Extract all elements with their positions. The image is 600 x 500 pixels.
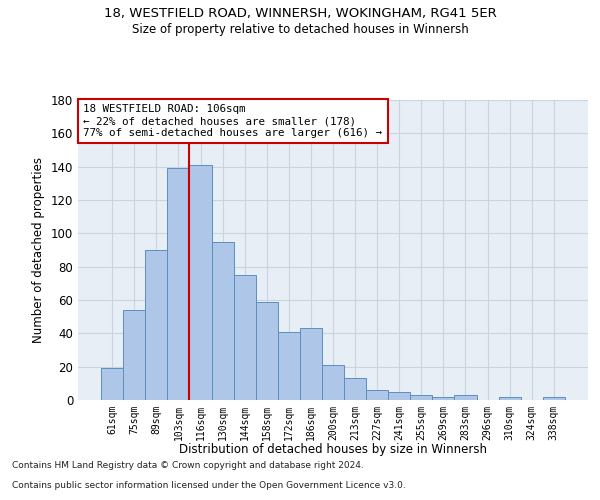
Bar <box>101 368 123 400</box>
Text: 18 WESTFIELD ROAD: 106sqm
← 22% of detached houses are smaller (178)
77% of semi: 18 WESTFIELD ROAD: 106sqm ← 22% of detac… <box>83 104 382 138</box>
Bar <box>388 392 410 400</box>
Text: 18, WESTFIELD ROAD, WINNERSH, WOKINGHAM, RG41 5ER: 18, WESTFIELD ROAD, WINNERSH, WOKINGHAM,… <box>104 8 496 20</box>
Y-axis label: Number of detached properties: Number of detached properties <box>32 157 45 343</box>
Text: Size of property relative to detached houses in Winnersh: Size of property relative to detached ho… <box>131 22 469 36</box>
Bar <box>256 302 278 400</box>
Bar <box>190 165 212 400</box>
Text: Contains HM Land Registry data © Crown copyright and database right 2024.: Contains HM Land Registry data © Crown c… <box>12 461 364 470</box>
Text: Distribution of detached houses by size in Winnersh: Distribution of detached houses by size … <box>179 442 487 456</box>
Bar <box>123 310 145 400</box>
Bar <box>233 275 256 400</box>
Bar <box>499 396 521 400</box>
Bar <box>278 332 300 400</box>
Text: Contains public sector information licensed under the Open Government Licence v3: Contains public sector information licen… <box>12 481 406 490</box>
Bar <box>366 390 388 400</box>
Bar <box>543 396 565 400</box>
Bar <box>410 395 433 400</box>
Bar <box>167 168 190 400</box>
Bar <box>322 365 344 400</box>
Bar <box>344 378 366 400</box>
Bar <box>454 395 476 400</box>
Bar <box>433 396 454 400</box>
Bar <box>212 242 233 400</box>
Bar <box>145 250 167 400</box>
Bar <box>300 328 322 400</box>
